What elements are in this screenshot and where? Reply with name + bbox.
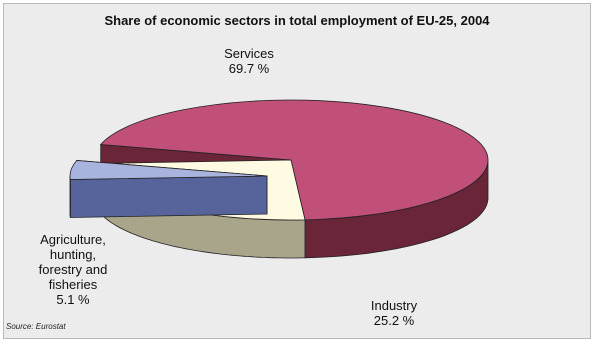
slice-name-industry: Industry <box>370 298 418 313</box>
chart-title: Share of economic sectors in total emplo… <box>104 13 490 28</box>
slice-label-industry: Industry 25.2 % <box>349 298 439 328</box>
slice-value-services: 69.7 % <box>228 61 270 76</box>
slice-label-services: Services 69.7 % <box>199 46 299 76</box>
slice-services <box>99 99 489 221</box>
slice-name-services: Services <box>224 46 274 61</box>
slice-agriculture <box>69 160 268 180</box>
slice-name-agriculture-2: hunting, <box>49 247 97 262</box>
slice-label-agriculture: Agriculture, hunting, forestry and fishe… <box>18 232 128 307</box>
slice-name-agriculture-1: Agriculture, <box>40 232 106 247</box>
slice-value-industry: 25.2 % <box>373 313 415 328</box>
slice-name-agriculture-3: forestry and <box>38 262 108 277</box>
source-note: Source: Eurostat <box>6 322 66 331</box>
slice-cut-agriculture <box>69 175 268 218</box>
slice-value-agriculture: 5.1 % <box>56 292 90 307</box>
slice-name-agriculture-4: fisheries <box>48 277 98 292</box>
